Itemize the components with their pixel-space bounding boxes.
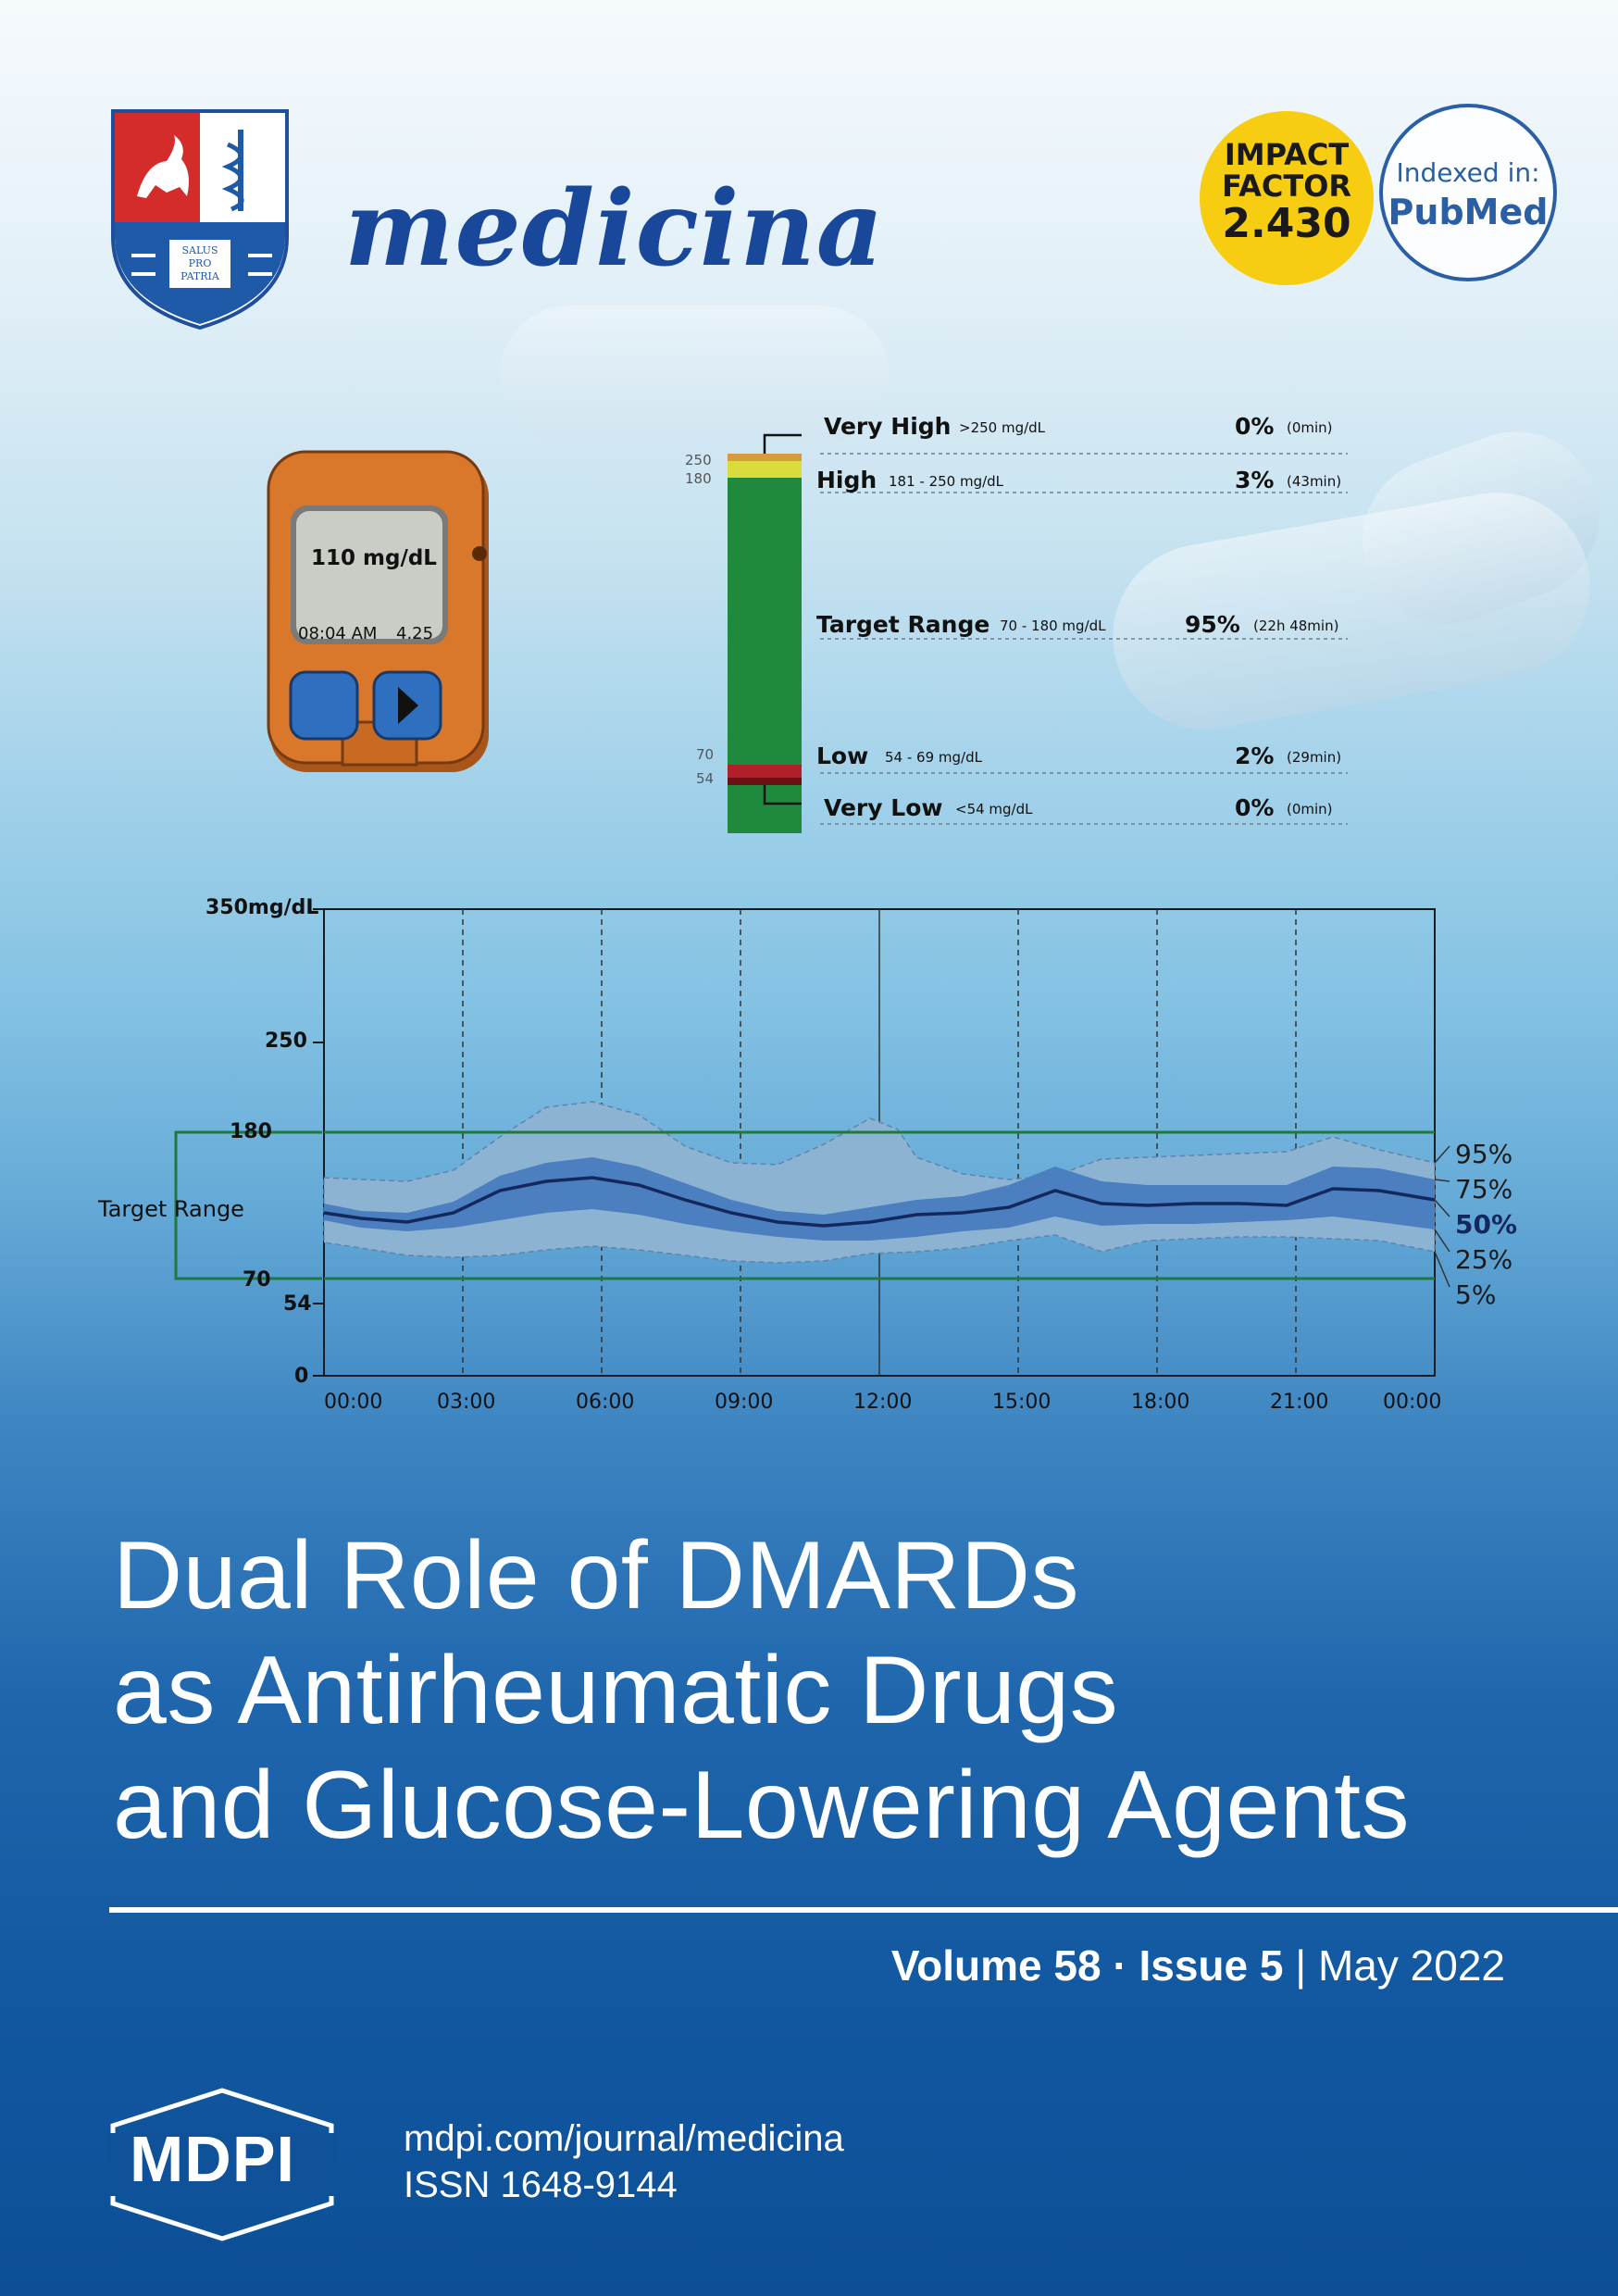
target-duration: (22h 48min) [1253, 618, 1339, 634]
glucose-meter-illustration [267, 450, 489, 772]
agp-x-tick: 18:00 [1131, 1391, 1190, 1414]
target-bracket [174, 1130, 322, 1280]
meter-time: 08:04 AM [298, 624, 378, 643]
background-capsule [500, 306, 889, 444]
issue-info: Volume 58 · Issue 5 | May 2022 [891, 1940, 1505, 1990]
percentile-5: 5% [1455, 1279, 1497, 1310]
journal-name: medicina [344, 168, 885, 290]
impact-factor-line2: FACTOR [1221, 168, 1352, 204]
very-low-duration: (0min) [1287, 801, 1333, 817]
agp-x-tick: 00:00 [324, 1391, 383, 1414]
tir-axis-180: 180 [685, 470, 712, 487]
title-line-3: and Glucose-Lowering Agents [113, 1752, 1411, 1859]
mdpi-logo-icon [107, 2088, 337, 2241]
agp-y-tick-250: 250 [265, 1029, 307, 1053]
very-high-duration: (0min) [1287, 419, 1333, 436]
percentile-50: 50% [1455, 1209, 1518, 1240]
high-segment [728, 461, 802, 478]
very-high-range: >250 mg/dL [959, 419, 1046, 436]
motto-line-1: SALUS [182, 244, 218, 256]
high-label: High [816, 467, 877, 493]
agp-y-tick-180: 180 [230, 1120, 272, 1143]
agp-x-tick: 12:00 [853, 1391, 913, 1414]
impact-factor-value: 2.430 [1222, 200, 1351, 247]
publisher-name: MDPI [130, 2123, 295, 2195]
indexed-label: Indexed in: [1396, 157, 1540, 188]
agp-y-tick-70: 70 [243, 1268, 271, 1292]
tir-axis-54: 54 [696, 770, 715, 787]
title-line-2: as Antirheumatic Drugs [113, 1637, 1119, 1744]
pubmed-badge: Indexed in: PubMed [1379, 104, 1557, 281]
target-range: 70 - 180 mg/dL [1000, 618, 1106, 634]
volume-label: Volume 58 [890, 1941, 1101, 1990]
date-separator: | [1283, 1941, 1318, 1990]
agp-x-tick: 15:00 [992, 1391, 1052, 1414]
agp-chart [174, 908, 1450, 1377]
agp-y-top-label: 350mg/dL [205, 896, 319, 919]
meter-date: 4.25 [396, 624, 434, 643]
title-divider [109, 1907, 1618, 1913]
agp-x-tick: 03:00 [437, 1391, 496, 1414]
agp-y-tick-54: 54 [283, 1292, 312, 1316]
impact-factor-badge: IMPACT FACTOR 2.430 [1200, 111, 1374, 285]
low-range: 54 - 69 mg/dL [885, 749, 982, 766]
motto-line-2: PRO [189, 257, 212, 269]
agp-x-tick: 06:00 [576, 1391, 635, 1414]
article-title: Dual Role of DMARDs as Antirheumatic Dru… [113, 1518, 1410, 1863]
impact-factor-line1: IMPACT [1224, 137, 1350, 172]
pubmed-label: PubMed [1388, 192, 1549, 232]
high-duration: (43min) [1287, 473, 1342, 490]
tir-axis-250: 250 [685, 452, 712, 468]
issn: ISSN 1648-9144 [404, 2165, 678, 2205]
journal-url[interactable]: mdpi.com/journal/medicina [404, 2118, 844, 2159]
high-pct: 3% [1235, 467, 1275, 493]
very-high-segment [728, 454, 802, 461]
low-segment [728, 765, 802, 778]
very-low-pct: 0% [1235, 794, 1275, 821]
high-range: 181 - 250 mg/dL [889, 473, 1004, 490]
agp-x-tick: 00:00 [1383, 1391, 1442, 1414]
low-label: Low [816, 742, 869, 769]
percentile-75: 75% [1455, 1174, 1513, 1204]
very-low-segment [728, 778, 802, 785]
agp-x-tick: 09:00 [715, 1391, 774, 1414]
low-duration: (29min) [1287, 749, 1342, 766]
very-low-label: Very Low [824, 794, 943, 821]
agp-x-tick: 21:00 [1270, 1391, 1329, 1414]
issue-date: May 2022 [1317, 1941, 1505, 1990]
target-pct: 95% [1185, 611, 1240, 638]
meter-reading: 110 mg/dL [311, 546, 437, 570]
very-high-pct: 0% [1235, 413, 1275, 440]
title-line-1: Dual Role of DMARDs [113, 1522, 1080, 1629]
agp-median-line [323, 1176, 1436, 1228]
target-label: Target Range [816, 611, 990, 638]
coat-of-arms-icon: SALUS PRO PATRIA [111, 109, 289, 331]
motto-line-3: PATRIA [180, 270, 220, 282]
percentile-25: 25% [1455, 1244, 1513, 1275]
agp-y-tick-0: 0 [294, 1365, 309, 1388]
agp-target-range-label: Target Range [98, 1196, 244, 1222]
time-in-range-bar [728, 433, 1348, 833]
issue-separator: · [1101, 1941, 1139, 1990]
very-high-label: Very High [824, 413, 952, 440]
tir-axis-70: 70 [696, 746, 715, 763]
low-pct: 2% [1235, 742, 1275, 769]
issue-number: Issue 5 [1139, 1941, 1284, 1990]
very-low-range: <54 mg/dL [955, 801, 1033, 817]
percentile-95: 95% [1455, 1139, 1513, 1169]
